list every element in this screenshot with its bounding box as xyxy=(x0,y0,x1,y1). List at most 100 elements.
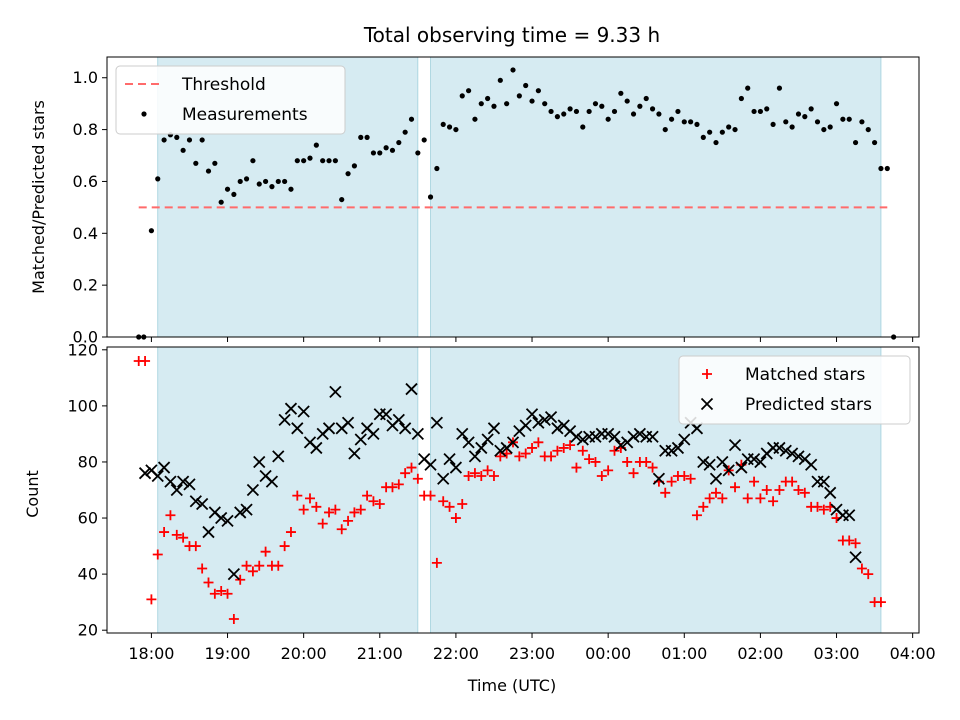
top-measurements-point xyxy=(586,108,592,115)
bottom-matched-stars-point xyxy=(330,504,341,515)
bottom-predicted-stars-point xyxy=(176,475,190,488)
top-measurements-point xyxy=(751,108,757,115)
bottom-predicted-stars-point xyxy=(221,514,234,527)
bottom-matched-stars-point xyxy=(203,577,214,588)
top-measurements-point xyxy=(421,137,427,143)
bottom-matched-stars-point xyxy=(768,496,779,507)
bottom-predicted-stars-point xyxy=(697,455,710,469)
top-measurements-point xyxy=(764,106,770,112)
top-measurements-point xyxy=(504,101,510,107)
top-measurements-point xyxy=(599,103,605,109)
bottom-matched-stars-point xyxy=(463,470,474,481)
bottom-matched-stars-point xyxy=(368,496,379,507)
bottom-matched-stars-point xyxy=(152,549,163,560)
top-measurements-point xyxy=(218,199,224,205)
bottom-matched-stars-point xyxy=(355,504,366,515)
bottom-predicted-stars-point xyxy=(322,422,336,435)
bottom-matched-stars-point xyxy=(711,487,721,498)
bottom-matched-stars-point xyxy=(292,490,303,501)
bottom-predicted-stars-point xyxy=(633,427,647,441)
bottom-matched-stars-point xyxy=(374,499,385,510)
bottom-matched-stars-point xyxy=(666,476,677,487)
top-measurements-point xyxy=(675,108,681,115)
bottom-matched-stars-point xyxy=(311,501,322,512)
top-panel: 0.0 0.2 0.4 0.6 0.8 1.0 Threshold Measurements xyxy=(73,56,920,347)
bottom-matched-stars-point xyxy=(520,448,531,459)
top-measurements-point xyxy=(465,88,472,94)
bottom-predicted-stars-point xyxy=(652,472,666,485)
bottom-matched-stars-point xyxy=(552,445,563,456)
bottom-predicted-stars-point xyxy=(462,436,475,449)
top-measurements-point xyxy=(878,165,884,172)
bottom-predicted-stars-point xyxy=(824,486,837,499)
bottom-matched-stars-point xyxy=(558,442,569,453)
bottom-x-tick-label: 04:00 xyxy=(890,644,936,663)
bottom-matched-stars-point xyxy=(609,445,620,456)
top-y-axis-label: Matched/Predicted stars xyxy=(29,100,48,294)
top-measurements-point xyxy=(605,116,611,122)
top-measurements-point xyxy=(726,124,732,130)
top-measurements-point xyxy=(332,158,338,164)
top-measurements-point xyxy=(193,160,199,166)
top-measurements-point xyxy=(808,106,814,112)
bottom-predicted-stars-point xyxy=(272,450,285,463)
bottom-predicted-stars-point xyxy=(805,458,818,471)
bottom-predicted-stars-point xyxy=(709,472,723,485)
bottom-legend-label: Matched stars xyxy=(745,365,865,385)
bottom-matched-stars-point xyxy=(641,456,652,467)
bottom-x-tick-label: 01:00 xyxy=(661,644,707,663)
bottom-y-axis-label: Count xyxy=(23,470,42,518)
bottom-matched-stars-point xyxy=(698,501,709,512)
bottom-matched-stars-point xyxy=(324,507,335,518)
top-measurements-point xyxy=(745,85,751,91)
bottom-predicted-stars-point xyxy=(456,427,469,441)
top-measurements-point xyxy=(827,124,833,130)
bottom-predicted-stars-point xyxy=(348,447,361,460)
bottom-predicted-stars-point xyxy=(525,408,539,421)
top-shaded-interval-1 xyxy=(430,56,882,338)
bottom-matched-stars-point xyxy=(438,496,449,507)
top-measurements-point xyxy=(542,101,548,107)
top-measurements-point xyxy=(485,95,491,102)
bottom-predicted-stars-point xyxy=(297,405,310,418)
bottom-predicted-stars-point xyxy=(202,525,215,539)
bottom-x-tick-label: 23:00 xyxy=(509,644,555,663)
bottom-predicted-stars-point xyxy=(399,422,412,435)
bottom-matched-stars-point xyxy=(279,541,290,552)
top-measurements-point xyxy=(713,139,719,146)
bottom-matched-stars-point xyxy=(247,566,258,577)
top-measurements-point xyxy=(757,108,764,115)
bottom-predicted-stars-point xyxy=(792,450,805,463)
bottom-matched-stars-point xyxy=(749,476,760,487)
bottom-predicted-stars-point xyxy=(367,427,380,441)
bottom-predicted-stars-point xyxy=(234,506,247,519)
top-measurements-point xyxy=(510,67,516,73)
top-measurements-point xyxy=(707,129,713,135)
bottom-matched-stars-point xyxy=(863,569,874,580)
top-measurements-point xyxy=(529,98,535,104)
top-measurements-point xyxy=(427,194,434,200)
top-measurements-point xyxy=(649,106,656,112)
bottom-x-tick-label: 22:00 xyxy=(433,644,479,663)
bottom-predicted-stars-point xyxy=(196,497,209,511)
bottom-predicted-stars-point xyxy=(138,467,152,480)
bottom-predicted-stars-point xyxy=(215,511,228,525)
top-measurements-point xyxy=(205,168,212,174)
top-measurements-point xyxy=(301,158,307,164)
top-y-tick-label: 0.6 xyxy=(73,172,98,191)
bottom-matched-stars-point xyxy=(856,563,867,574)
bottom-matched-stars-point xyxy=(577,445,588,456)
bottom-matched-stars-point xyxy=(260,546,271,557)
bottom-x-tick-label: 19:00 xyxy=(204,644,250,663)
top-measurements-point xyxy=(573,108,580,115)
top-measurements-point xyxy=(567,106,573,112)
top-measurements-point xyxy=(224,186,231,192)
bottom-matched-stars-point xyxy=(457,499,468,510)
bottom-matched-stars-point xyxy=(387,482,398,493)
bottom-matched-stars-point xyxy=(444,501,455,512)
top-measurements-point xyxy=(377,150,383,156)
bottom-matched-stars-point xyxy=(793,485,804,495)
top-measurements-point xyxy=(840,116,846,122)
bottom-matched-stars-point xyxy=(622,456,633,467)
